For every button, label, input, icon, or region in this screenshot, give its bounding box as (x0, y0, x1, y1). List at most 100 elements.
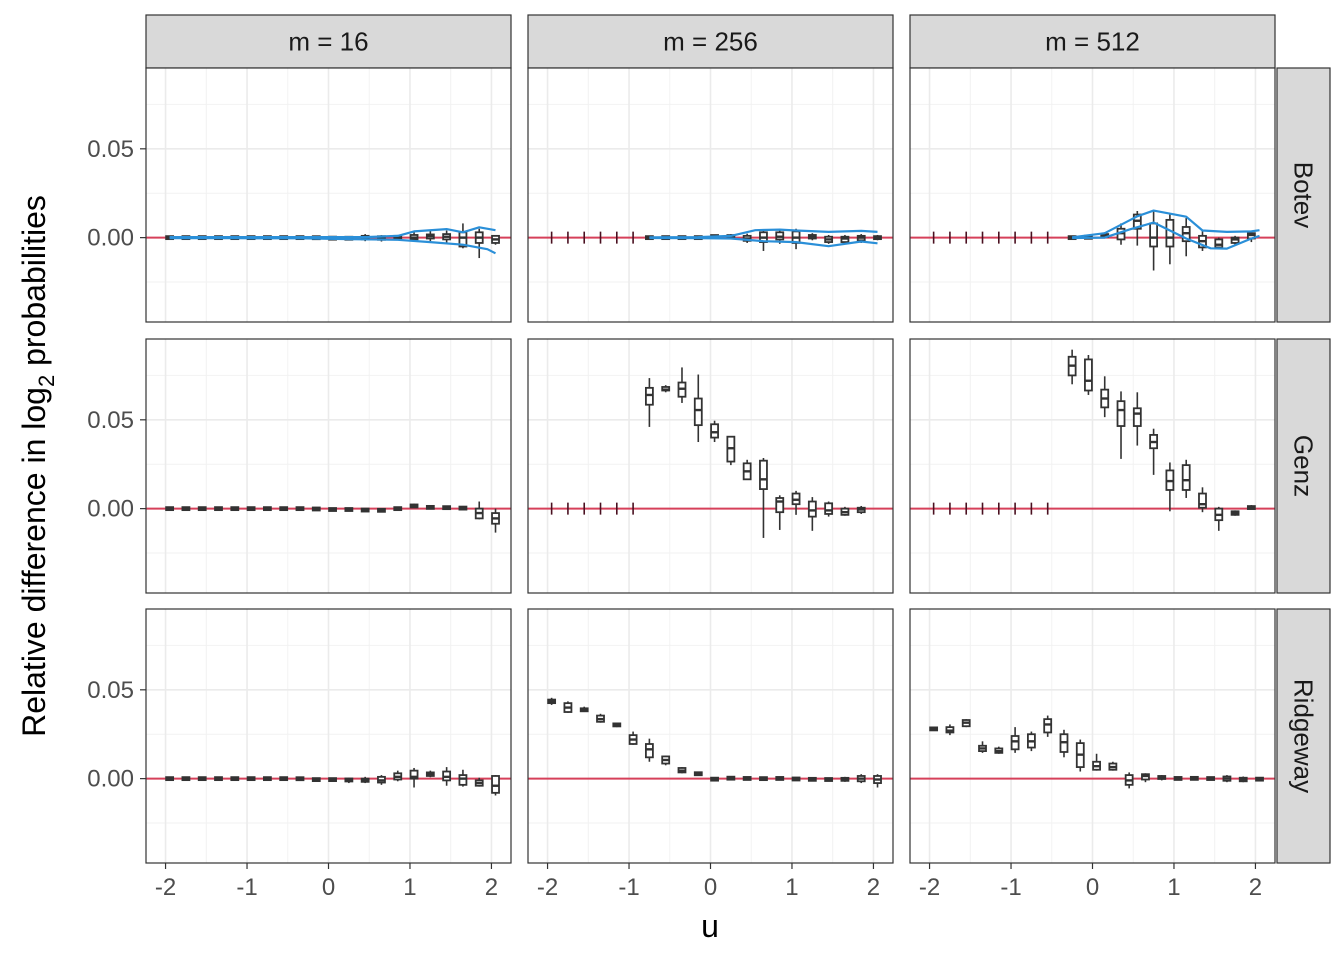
boxplot (360, 507, 370, 513)
boxplot (824, 777, 834, 782)
boxplot (1181, 459, 1191, 498)
column-strip: m = 512 (909, 14, 1276, 69)
panel-marks (910, 349, 1275, 531)
boxplot (295, 776, 305, 782)
row-strip-label: Ridgeway (1289, 679, 1319, 793)
panel (140, 608, 512, 869)
boxplot (214, 506, 223, 512)
boxplot (759, 776, 768, 782)
boxplot (961, 719, 971, 728)
panel-border (145, 67, 512, 323)
boxplot (458, 223, 468, 249)
boxplot (328, 777, 337, 783)
box (491, 775, 500, 794)
box (824, 502, 834, 515)
boxplot (710, 776, 719, 782)
boxplot (425, 504, 435, 510)
boxplot (230, 506, 240, 512)
box (644, 386, 654, 406)
boxplot (442, 505, 452, 511)
boxplot (726, 775, 736, 781)
boxplot (165, 776, 175, 782)
box (1181, 464, 1191, 491)
boxplot (474, 777, 484, 787)
boxplot (197, 776, 207, 782)
boxplot (978, 741, 987, 753)
panel-border (527, 67, 894, 323)
boxplot (945, 724, 955, 736)
x-tick-label: -2 (919, 874, 940, 901)
boxplot (262, 506, 272, 512)
boxplot (393, 506, 403, 512)
boxplot (197, 506, 207, 512)
boxplot (807, 497, 817, 531)
column-strip: m = 16 (145, 14, 512, 69)
boxplot (1189, 775, 1199, 781)
boxplot (230, 776, 240, 782)
x-tick-label: 2 (485, 874, 498, 901)
boxplot (612, 722, 622, 728)
panel (527, 67, 894, 323)
y-axis-title: Relative difference in log2 probabilitie… (16, 195, 59, 737)
boxplot (458, 769, 468, 787)
box (458, 774, 468, 786)
y-axis-tick-labels: 0.00 0.05 0.00 0.05 0.00 0.05 (87, 136, 134, 793)
boxplot (693, 771, 703, 777)
boxplot (1010, 727, 1020, 753)
boxplot (563, 701, 573, 713)
panel (909, 67, 1276, 323)
box (1084, 358, 1093, 392)
x-tick-label: 2 (1249, 874, 1262, 901)
y-tick-label: 0.05 (87, 136, 134, 163)
row-strip: Botev (1276, 67, 1331, 323)
x-tick-label: 0 (704, 874, 717, 901)
boxplot (377, 775, 386, 785)
box (644, 743, 654, 759)
box (409, 769, 419, 780)
boxplot (644, 378, 654, 427)
boxplot (491, 234, 500, 245)
boxplot (442, 230, 452, 243)
box (1116, 400, 1126, 427)
column-strips: m = 16 m = 256 m = 512 (145, 14, 1276, 69)
y-tick-label: 0.00 (87, 225, 134, 252)
row-strip-bg (1276, 608, 1331, 864)
boxplot (377, 507, 386, 513)
column-strip-bg (145, 14, 512, 69)
column-strip: m = 256 (527, 14, 894, 69)
boxplot (775, 776, 785, 781)
boxplot (1181, 218, 1191, 257)
box (710, 423, 719, 439)
column-strip-bg (527, 14, 894, 69)
panel (909, 608, 1276, 869)
plot-panels (140, 67, 1276, 869)
panel (527, 608, 894, 869)
panel-border (527, 338, 894, 594)
box (1132, 407, 1142, 427)
x-tick-label: 1 (785, 874, 798, 901)
boxplot (840, 506, 850, 516)
boxplot (856, 774, 866, 784)
boxplot (458, 505, 468, 511)
boxplot (1067, 349, 1077, 385)
boxplot (791, 490, 801, 515)
boxplot (994, 746, 1004, 754)
boxplot (807, 776, 817, 782)
boxplot (279, 506, 289, 512)
box (1149, 222, 1159, 248)
boxplot (181, 776, 191, 782)
panel-border (909, 338, 1276, 594)
boxplot (1230, 510, 1240, 516)
column-strip-bg (909, 14, 1276, 69)
boxplot (693, 374, 703, 443)
boxplot (295, 506, 305, 512)
row-strip: Ridgeway (1276, 608, 1331, 864)
boxplot (311, 506, 321, 512)
boxplot (742, 233, 752, 243)
boxplot (393, 770, 403, 782)
boxplot (1165, 462, 1175, 512)
boxplot (1222, 775, 1232, 783)
x-tick-label: -2 (155, 874, 176, 901)
box (1214, 238, 1224, 249)
